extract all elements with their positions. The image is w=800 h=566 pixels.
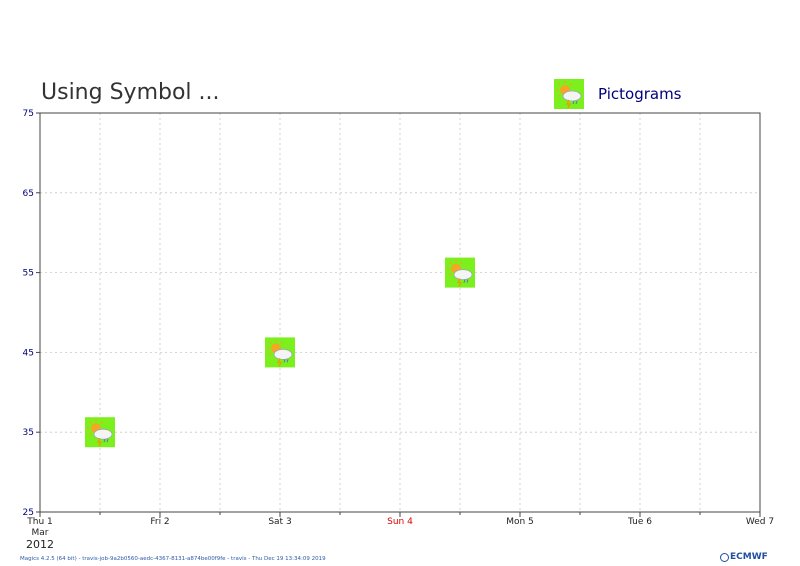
y-tick-label: 35	[23, 428, 34, 438]
x-tick-label: Mon 5	[506, 517, 534, 527]
x-tick-label: Thu 1	[26, 517, 53, 527]
y-tick-label: 55	[23, 269, 34, 279]
data-point-pictogram-icon	[264, 336, 296, 369]
y-tick-label: 65	[23, 189, 34, 199]
footer-info: Magics 4.2.5 (64 bit) - travis-job-9a2b0…	[20, 556, 326, 562]
x-year-label: 2012	[26, 538, 54, 551]
ecmwf-logo: ECMWF	[720, 552, 768, 562]
plot-frame	[39, 112, 761, 513]
data-point-pictogram-icon	[84, 416, 116, 448]
chart-title: Using Symbol ...	[41, 80, 220, 105]
x-tick-label: Tue 6	[627, 517, 652, 527]
legend-label: Pictograms	[598, 85, 682, 103]
x-tick-label: Sun 4	[387, 517, 413, 527]
x-month-label: Mar	[32, 528, 49, 538]
data-point-pictogram-icon	[444, 256, 476, 289]
y-tick-label: 75	[23, 109, 34, 119]
legend-pictogram-icon	[554, 79, 584, 109]
ecmwf-logo-text: ECMWF	[730, 552, 768, 562]
x-tick-label: Wed 7	[746, 517, 774, 527]
ecmwf-logo-icon	[720, 552, 729, 562]
x-tick-label: Sat 3	[268, 517, 291, 527]
legend: Pictograms	[554, 79, 682, 109]
y-tick-label: 45	[23, 348, 34, 358]
y-tick-label: 25	[23, 508, 34, 518]
x-tick-label: Fri 2	[150, 517, 169, 527]
